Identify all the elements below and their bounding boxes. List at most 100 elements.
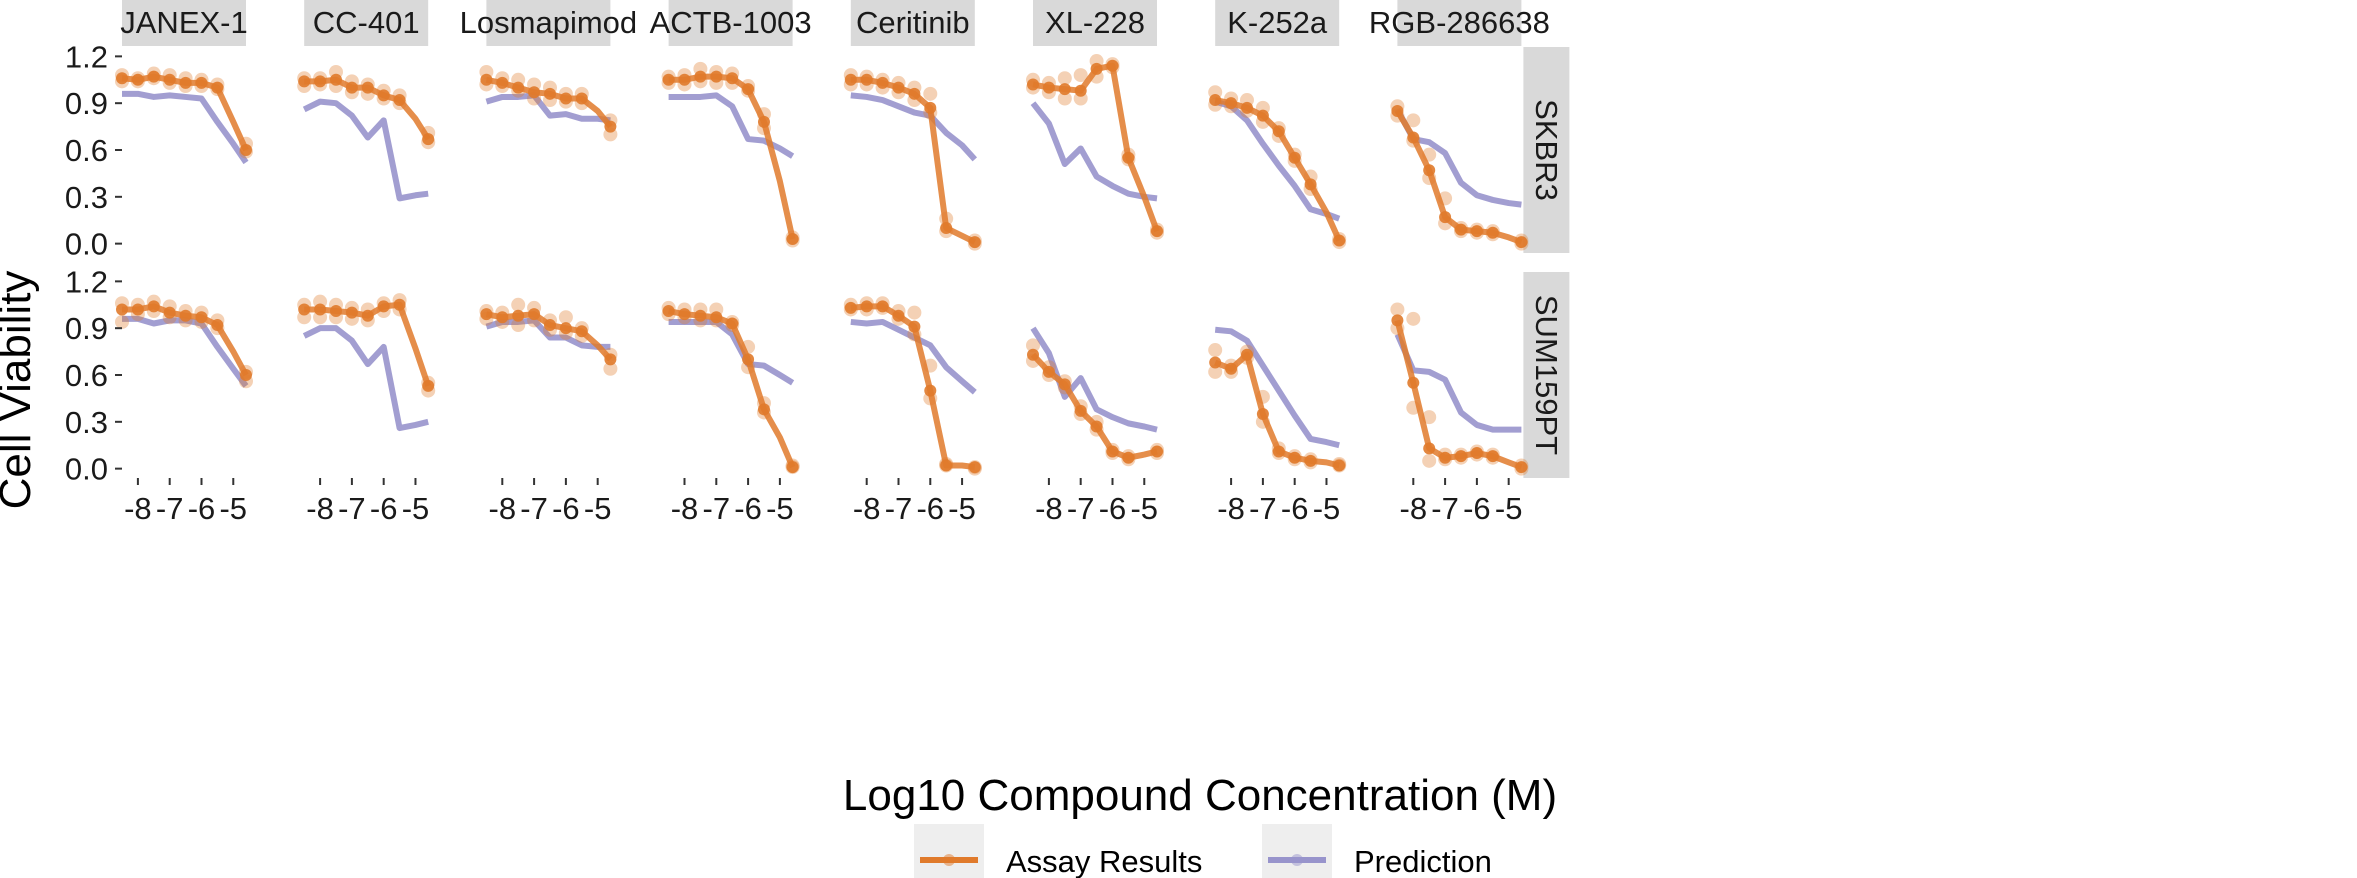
legend-item: Assay Results (914, 824, 1202, 878)
assay-mean-point (163, 73, 176, 86)
panel-CC-401-SUM159PT (297, 293, 436, 432)
assay-replicate-point (511, 318, 526, 333)
strip-label-compound: CC-401 (313, 5, 420, 40)
x-tick-label: -8 (489, 491, 517, 526)
assay-replicate-point (511, 297, 526, 312)
prediction-line (302, 98, 429, 202)
assay-mean-point (1027, 78, 1039, 91)
prediction-line (668, 92, 795, 159)
assay-mean-point (559, 322, 572, 335)
assay-mean-point (298, 303, 311, 316)
legend-label: Assay Results (1006, 844, 1202, 878)
assay-line (1214, 97, 1342, 242)
assay-mean-point (377, 89, 390, 102)
legend: Assay Results Prediction (914, 824, 1492, 878)
strip-label-compound: K-252a (1227, 5, 1328, 40)
assay-mean-point (1240, 348, 1253, 361)
assay-replicate-point (1422, 453, 1437, 468)
assay-mean-point (1209, 94, 1222, 107)
assay-mean-point (147, 300, 160, 313)
assay-mean-point (1333, 459, 1346, 472)
assay-mean-point (1058, 83, 1071, 96)
strip-label-compound: RGB-286638 (1369, 5, 1550, 40)
assay-mean-point (710, 311, 723, 324)
panel-ACTB-1003-SUM159PT (661, 300, 800, 475)
assay-mean-point (1423, 442, 1436, 455)
assay-mean-point (968, 236, 981, 249)
prediction-line (485, 317, 611, 350)
assay-mean-point (1042, 81, 1055, 94)
assay-replicate-point (1057, 71, 1072, 86)
prediction-line (302, 325, 429, 432)
assay-line (1394, 319, 1523, 470)
assay-mean-point (1256, 408, 1269, 421)
assay-mean-point (757, 115, 770, 128)
assay-mean-point (361, 309, 374, 322)
assay-mean-point (892, 81, 905, 94)
y-tick-label: 0.6 (65, 358, 108, 393)
panel-Losmapimod-SKBR3 (479, 64, 618, 142)
assay-mean-point (1240, 101, 1253, 114)
assay-replicate-point (1406, 113, 1421, 128)
panel-Ceritinib-SKBR3 (843, 68, 982, 251)
assay-mean-point (860, 73, 873, 86)
assay-mean-point (1288, 151, 1301, 164)
y-tick-label: 0.0 (65, 227, 108, 262)
legend-item: Prediction (1262, 824, 1492, 878)
x-tick-label: -5 (1130, 491, 1158, 526)
assay-mean-point (940, 222, 953, 235)
prediction-line (485, 92, 611, 124)
assay-mean-point (329, 73, 342, 86)
x-tick-label: -8 (853, 491, 881, 526)
assay-replicate-point (603, 361, 618, 376)
assay-replicate-point (923, 86, 938, 101)
prediction-line (122, 315, 249, 388)
assay-mean-point (1272, 445, 1285, 458)
assay-mean-point (1074, 84, 1087, 97)
x-tick-label: -6 (916, 491, 944, 526)
x-tick-label: -8 (1217, 491, 1245, 526)
x-tick-label: -8 (1400, 491, 1428, 526)
assay-mean-point (528, 308, 541, 321)
assay-mean-point (543, 87, 556, 100)
strip-bg-compound (668, 0, 793, 46)
assay-mean-point (892, 309, 905, 322)
assay-mean-point (1391, 104, 1404, 117)
assay-mean-point (240, 369, 252, 381)
assay-mean-point (710, 70, 723, 83)
assay-mean-point (1407, 131, 1420, 144)
assay-mean-point (1333, 234, 1346, 247)
strip-label-compound: ACTB-1003 (650, 5, 812, 40)
assay-mean-point (211, 81, 224, 94)
panel-K-252a-SUM159PT (1208, 326, 1347, 473)
assay-replicate-point (1422, 410, 1437, 425)
assay-mean-point (345, 81, 358, 94)
assay-mean-point (786, 232, 799, 245)
x-tick-label: -7 (156, 491, 184, 526)
assay-mean-point (968, 461, 981, 474)
strip-bg-compound (850, 0, 975, 46)
assay-mean-point (575, 92, 588, 105)
assay-mean-point (1304, 178, 1317, 191)
x-tick-label: -7 (885, 491, 913, 526)
x-tick-label: -5 (1313, 491, 1341, 526)
assay-mean-point (575, 325, 588, 338)
x-tick-label: -6 (1281, 491, 1309, 526)
assay-replicate-point (1208, 364, 1223, 379)
strip-bg-cell-line (1523, 47, 1570, 253)
assay-mean-point (1090, 62, 1103, 75)
x-tick-label: -7 (1249, 491, 1277, 526)
assay-mean-point (131, 303, 144, 316)
assay-mean-point (1058, 378, 1071, 391)
legend-key-bg (914, 824, 984, 878)
panel-Losmapimod-SUM159PT (479, 297, 618, 376)
prediction-line (1030, 101, 1158, 202)
assay-mean-point (116, 72, 128, 85)
assay-mean-point (422, 379, 435, 392)
x-tick-label: -8 (124, 491, 152, 526)
strip-label-compound: XL-228 (1045, 5, 1145, 40)
x-tick-label: -8 (671, 491, 699, 526)
assay-mean-point (662, 305, 675, 318)
y-tick-label: 0.9 (65, 86, 108, 121)
